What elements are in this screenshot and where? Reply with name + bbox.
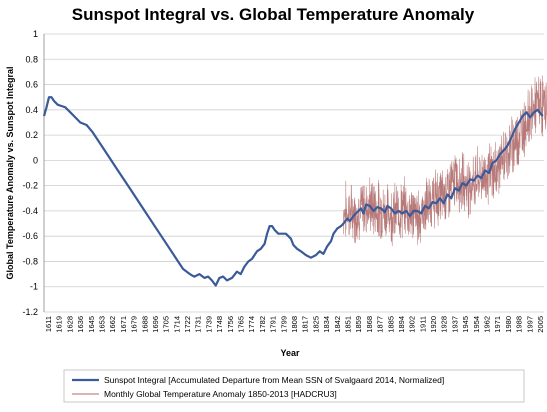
x-tick-label: 1748 xyxy=(215,316,224,333)
x-tick-label: 1679 xyxy=(130,316,139,333)
y-tick-label: 0.2 xyxy=(25,130,38,140)
x-tick-label: 1722 xyxy=(183,316,192,333)
x-tick-label: 1739 xyxy=(204,316,213,333)
x-tick-label: 1662 xyxy=(108,316,117,333)
y-tick-label: -0.6 xyxy=(22,231,38,241)
legend-label-temperature: Monthly Global Temperature Anomaly 1850-… xyxy=(104,389,337,399)
x-tick-label: 1628 xyxy=(65,316,74,333)
x-tick-label: 1714 xyxy=(172,316,181,333)
x-tick-label: 1937 xyxy=(450,316,459,333)
x-tick-label: 1653 xyxy=(97,316,106,333)
x-tick-label: 1868 xyxy=(365,316,374,333)
x-tick-label: 2005 xyxy=(536,316,545,333)
x-tick-label: 1731 xyxy=(194,316,203,333)
y-tick-label: 1 xyxy=(33,29,38,39)
x-tick-label: 1688 xyxy=(140,316,149,333)
x-tick-label: 1825 xyxy=(311,316,320,333)
y-tick-label: 0.4 xyxy=(25,105,38,115)
y-tick-label: 0 xyxy=(33,155,38,165)
x-tick-label: 1988 xyxy=(515,316,524,333)
x-tick-label: 1834 xyxy=(322,316,331,333)
x-tick-label: 1636 xyxy=(76,316,85,333)
x-tick-label: 1911 xyxy=(418,316,427,332)
x-tick-label: 1877 xyxy=(376,316,385,333)
x-tick-label: 1954 xyxy=(472,316,481,333)
x-axis-label: Year xyxy=(280,348,300,358)
x-tick-label: 1791 xyxy=(269,316,278,333)
chart-title: Sunspot Integral vs. Global Temperature … xyxy=(72,5,475,24)
x-tick-label: 1774 xyxy=(247,316,256,333)
x-tick-label: 1645 xyxy=(87,316,96,333)
y-axis-label: Global Temperature Anomaly vs. Sunspot I… xyxy=(5,66,15,279)
x-tick-label: 1894 xyxy=(397,316,406,333)
x-tick-label: 1799 xyxy=(279,316,288,333)
x-tick-label: 1611 xyxy=(44,316,53,332)
y-tick-labels: 1 0.8 0.6 0.4 0.2 0 -0.2 -0.4 -0.6 -0.8 -1 -1.2 xyxy=(22,29,38,317)
x-tick-label: 1756 xyxy=(226,316,235,333)
y-tick-label: -0.8 xyxy=(22,256,38,266)
x-tick-label: 1851 xyxy=(343,316,352,333)
x-tick-label: 1817 xyxy=(301,316,310,333)
x-tick-label: 1696 xyxy=(151,316,160,333)
x-tick-label: 1920 xyxy=(429,316,438,333)
x-tick-label: 1971 xyxy=(493,316,502,333)
x-tick-label: 1980 xyxy=(504,316,513,333)
x-tick-label: 1902 xyxy=(408,316,417,333)
x-tick-label: 1842 xyxy=(333,316,342,333)
x-tick-label: 1619 xyxy=(55,316,64,333)
y-tick-label: -0.4 xyxy=(22,206,38,216)
x-tick-label: 1765 xyxy=(237,316,246,333)
y-tick-label: -1.2 xyxy=(22,307,38,317)
y-tick-label: 0.8 xyxy=(25,54,38,64)
y-tick-label: 0.6 xyxy=(25,80,38,90)
y-tick-label: -0.2 xyxy=(22,181,38,191)
x-tick-label: 1808 xyxy=(290,316,299,333)
x-tick-label: 1705 xyxy=(162,316,171,333)
x-tick-label: 1885 xyxy=(386,316,395,333)
y-tick-label: -1 xyxy=(30,282,38,292)
legend-label-sunspot: Sunspot Integral [Accumulated Departure … xyxy=(104,375,444,385)
x-tick-label: 1671 xyxy=(119,316,128,333)
x-tick-label: 1962 xyxy=(483,316,492,333)
x-tick-label: 1945 xyxy=(461,316,470,333)
x-tick-label: 1859 xyxy=(354,316,363,333)
x-tick-label: 1997 xyxy=(525,316,534,333)
x-tick-label: 1928 xyxy=(440,316,449,333)
x-tick-label: 1782 xyxy=(258,316,267,333)
